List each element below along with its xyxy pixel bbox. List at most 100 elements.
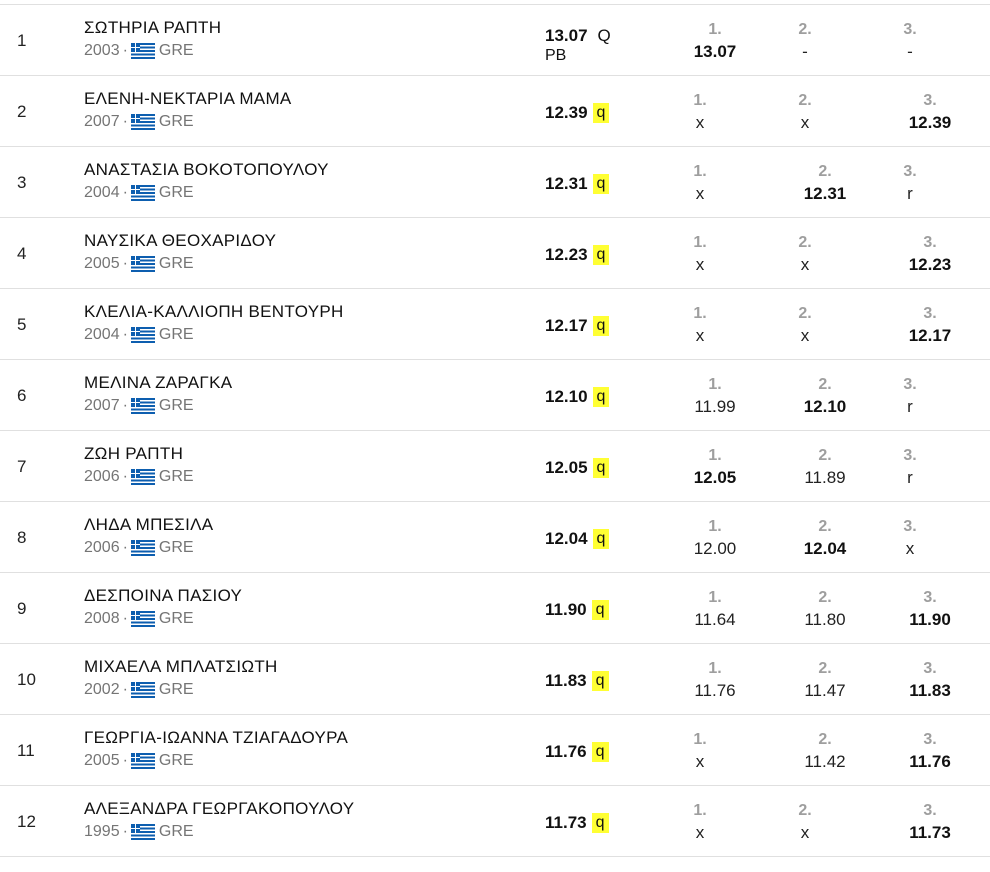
performance-mark: 12.05 q	[545, 458, 610, 478]
result-row[interactable]: 2 ΕΛΕΝΗ-ΝΕΚΤΑΡΙΑ ΜΑΜΑ 2007 · GRE 12.39 q 1. x 2. x…	[0, 76, 990, 147]
result-row[interactable]: 10 ΜΙΧΑΕΛΑ ΜΠΛΑΤΣΙΩΤΗ 2002 · GRE 11.83 q 1. 11.7…	[0, 644, 990, 715]
attempt-value: 12.00	[693, 539, 737, 558]
attempt-2: 2. x	[775, 802, 835, 843]
athlete-name[interactable]: ΓΕΩΡΓΙΑ-ΙΩΑΝΝΑ ΤΖΙΑΓΑΔΟΥΡΑ	[84, 728, 349, 747]
attempt-3: 3. 12.17	[900, 305, 960, 346]
attempt-label: 2.	[798, 234, 812, 251]
birth-year: 2005	[84, 255, 120, 272]
athlete-name[interactable]: ΜΙΧΑΕΛΑ ΜΠΛΑΤΣΙΩΤΗ	[84, 657, 278, 676]
performance-mark: 12.10 q	[545, 387, 610, 407]
athlete-meta: 2006 · GRE	[84, 468, 194, 486]
attempt-label: 1.	[693, 92, 707, 109]
attempt-label: 1.	[693, 234, 707, 251]
result-row[interactable]: 1 ΣΩΤΗΡΙΑ ΡΑΠΤΗ 2003 · GRE 13.07 Q PB 1. 13.07 2. -…	[0, 5, 990, 76]
attempt-1: 1. x	[670, 234, 730, 275]
rank-number: 4	[17, 244, 27, 263]
performance-mark: 12.39 q	[545, 103, 610, 123]
result-row[interactable]: 7 ΖΩΗ ΡΑΠΤΗ 2006 · GRE 12.05 q 1. 12.05 2. 11.89 3.…	[0, 431, 990, 502]
greece-flag-icon	[130, 540, 155, 556]
attempt-value: r	[907, 397, 913, 416]
attempt-3: 3. x	[880, 518, 940, 559]
attempt-3: 3. 11.90	[900, 589, 960, 630]
rank-number: 11	[17, 741, 35, 760]
attempt-label: 1.	[708, 376, 722, 393]
qualification-badge: q	[592, 174, 610, 194]
country-code: GRE	[158, 539, 194, 556]
rank-number: 2	[17, 102, 27, 121]
attempt-value: r	[907, 184, 913, 203]
qualification-badge: q	[591, 742, 609, 762]
attempt-label: 3.	[903, 163, 917, 180]
athlete-name[interactable]: ΕΛΕΝΗ-ΝΕΚΤΑΡΙΑ ΜΑΜΑ	[84, 89, 292, 108]
result-row[interactable]: 3 ΑΝΑΣΤΑΣΙΑ ΒΟΚΟΤΟΠΟΥΛΟΥ 2004 · GRE 12.31 q 1. x…	[0, 147, 990, 218]
attempt-label: 2.	[818, 163, 832, 180]
attempt-value: 11.99	[694, 397, 736, 416]
attempt-3: 3. 11.76	[900, 731, 960, 772]
athlete-name[interactable]: ΣΩΤΗΡΙΑ ΡΑΠΤΗ	[84, 18, 222, 37]
athlete-name[interactable]: ΖΩΗ ΡΑΠΤΗ	[84, 444, 184, 463]
country-code: GRE	[158, 468, 194, 485]
attempt-value: x	[905, 539, 915, 558]
athlete-name[interactable]: ΝΑΥΣΙΚΑ ΘΕΟΧΑΡΙΔΟΥ	[84, 231, 277, 250]
athlete-name[interactable]: ΔΕΣΠΟΙΝΑ ΠΑΣΙΟΥ	[84, 586, 243, 605]
attempt-label: 3.	[923, 305, 937, 322]
athlete-meta: 2007 · GRE	[84, 397, 194, 415]
result-row[interactable]: 8 ΛΗΔΑ ΜΠΕΣΙΛΑ 2006 · GRE 12.04 q 1. 12.00 2. 12.0…	[0, 502, 990, 573]
athlete-meta: 2002 · GRE	[84, 681, 194, 699]
attempt-value: 12.39	[908, 113, 952, 132]
greece-flag-icon	[130, 114, 155, 130]
result-row[interactable]: 6 ΜΕΛΙΝΑ ΖΑΡΑΓΚΑ 2007 · GRE 12.10 q 1. 11.99 2. 12…	[0, 360, 990, 431]
attempt-label: 3.	[923, 589, 937, 606]
attempt-1: 1. 12.05	[685, 447, 745, 488]
attempt-label: 2.	[818, 731, 832, 748]
athlete-meta: 1995 · GRE	[84, 823, 194, 841]
attempt-value: -	[907, 42, 913, 61]
greece-flag-icon	[130, 256, 155, 272]
separator-dot: ·	[122, 752, 128, 769]
country-code: GRE	[158, 255, 194, 272]
performance-mark: 12.23 q	[545, 245, 610, 265]
athlete-name[interactable]: ΑΝΑΣΤΑΣΙΑ ΒΟΚΟΤΟΠΟΥΛΟΥ	[84, 160, 329, 179]
qualification-badge: q	[591, 600, 609, 620]
birth-year: 2003	[84, 42, 120, 59]
attempt-1: 1. x	[670, 305, 730, 346]
attempt-value: 11.76	[694, 681, 736, 700]
separator-dot: ·	[122, 610, 128, 627]
performance-mark: 11.90 q	[545, 600, 609, 620]
country-code: GRE	[158, 610, 194, 627]
mark-value: 12.10	[545, 387, 588, 406]
separator-dot: ·	[122, 823, 128, 840]
attempt-label: 3.	[923, 802, 937, 819]
result-row[interactable]: 4 ΝΑΥΣΙΚΑ ΘΕΟΧΑΡΙΔΟΥ 2005 · GRE 12.23 q 1. x 2. x 3…	[0, 218, 990, 289]
country-code: GRE	[158, 681, 194, 698]
result-row[interactable]: 11 ΓΕΩΡΓΙΑ-ΙΩΑΝΝΑ ΤΖΙΑΓΑΔΟΥΡΑ 2005 · GRE 11.7…	[0, 715, 990, 786]
attempt-label: 3.	[923, 660, 937, 677]
attempt-label: 2.	[818, 589, 832, 606]
attempt-label: 3.	[903, 376, 917, 393]
separator-dot: ·	[122, 184, 128, 201]
attempt-label: 1.	[693, 163, 707, 180]
athlete-name[interactable]: ΑΛΕΞΑΝΔΡΑ ΓΕΩΡΓΑΚΟΠΟΥΛΟΥ	[84, 799, 355, 818]
athlete-name[interactable]: ΜΕΛΙΝΑ ΖΑΡΑΓΚΑ	[84, 373, 233, 392]
attempt-value: 11.64	[694, 610, 736, 629]
rank-number: 12	[17, 812, 36, 831]
birth-year: 2004	[84, 326, 120, 343]
result-row[interactable]: 12 ΑΛΕΞΑΝΔΡΑ ΓΕΩΡΓΑΚΟΠΟΥΛΟΥ 1995 · GRE 11.73 q…	[0, 786, 990, 857]
greece-flag-icon	[130, 43, 155, 59]
athlete-name[interactable]: ΚΛΕΛΙΑ-ΚΑΛΛΙΟΠΗ ΒΕΝΤΟΥΡΗ	[84, 302, 344, 321]
attempt-2: 2. 12.10	[795, 376, 855, 417]
rank-number: 8	[17, 528, 27, 547]
greece-flag-icon	[130, 682, 155, 698]
country-code: GRE	[158, 752, 194, 769]
attempt-value: 12.17	[908, 326, 952, 345]
performance-mark: 11.76 q	[545, 742, 609, 762]
result-row[interactable]: 9 ΔΕΣΠΟΙΝΑ ΠΑΣΙΟΥ 2008 · GRE 11.90 q 1. 11.64 2. 1…	[0, 573, 990, 644]
attempt-label: 3.	[903, 21, 917, 38]
result-row[interactable]: 5 ΚΛΕΛΙΑ-ΚΑΛΛΙΟΠΗ ΒΕΝΤΟΥΡΗ 2004 · GRE 12.17 q 1…	[0, 289, 990, 360]
athlete-name[interactable]: ΛΗΔΑ ΜΠΕΣΙΛΑ	[84, 515, 214, 534]
qualification-badge: q	[592, 316, 610, 336]
attempt-label: 3.	[903, 518, 917, 535]
attempt-value: 11.42	[804, 752, 846, 771]
attempt-2: 2. x	[775, 305, 835, 346]
attempt-label: 1.	[708, 518, 722, 535]
